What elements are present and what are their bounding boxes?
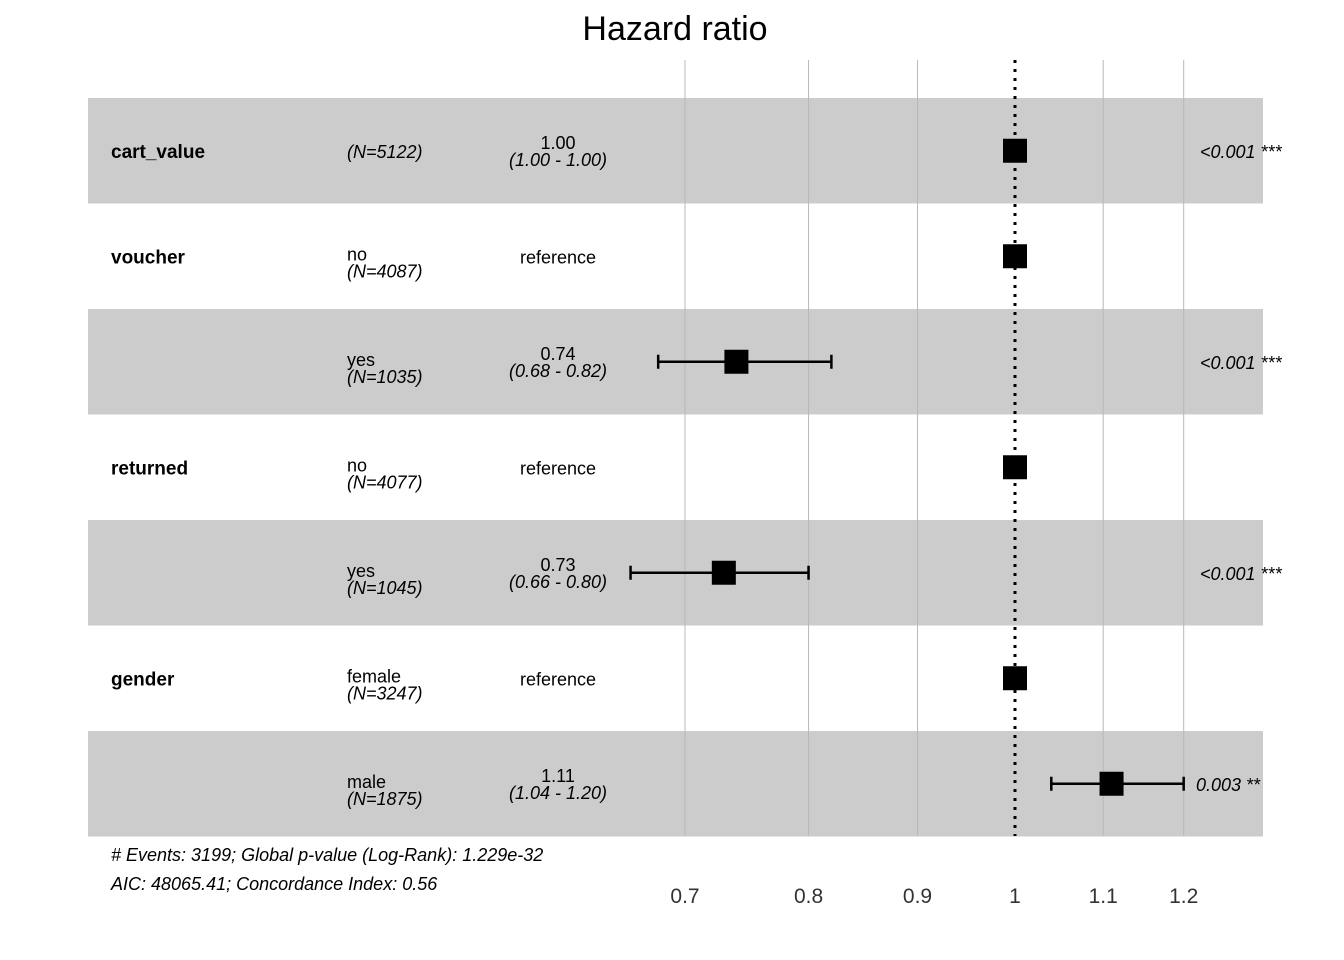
x-tick-label: 1.1	[1089, 885, 1118, 908]
estimate-label: reference	[520, 669, 596, 689]
x-axis-tick-labels: 0.7 0.8 0.9 1 1.1 1.2	[670, 885, 1198, 908]
n-label: (N=1045)	[347, 578, 423, 598]
forest-row: yes(N=1035) 0.74(0.68 - 0.82) <0.001 ***	[347, 344, 1283, 387]
x-tick-label: 1.2	[1169, 885, 1198, 908]
n-label: (N=5122)	[347, 142, 423, 162]
point-estimate	[724, 349, 749, 374]
row-bands	[88, 98, 1263, 837]
variable-label: returned	[111, 458, 188, 479]
point-estimate	[711, 560, 736, 585]
n-label: (N=1875)	[347, 789, 423, 809]
estimate-label: 0.74	[540, 344, 575, 364]
estimate-label: 0.73	[540, 555, 575, 575]
forest-row: gender female(N=3247) reference	[111, 666, 1027, 703]
p-value-label: <0.001 ***	[1200, 353, 1283, 373]
forest-row: voucher no(N=4087) reference	[111, 244, 1027, 281]
x-tick-label: 1	[1009, 885, 1021, 908]
x-tick-label: 0.7	[670, 885, 699, 908]
forest-rows: cart_value (N=5122) 1.00(1.00 - 1.00) <0.00…	[111, 133, 1283, 809]
point-estimate	[1003, 455, 1027, 480]
n-label: (N=3247)	[347, 683, 423, 703]
footnote-aic: AIC: 48065.41; Concordance Index: 0.56	[110, 874, 438, 894]
forest-row: returned no(N=4077) reference	[111, 455, 1027, 492]
p-value-label: 0.003 **	[1196, 775, 1261, 795]
level-label: no	[347, 455, 367, 475]
row-band	[88, 98, 1263, 204]
ci-label: (1.00 - 1.00)	[509, 150, 607, 170]
variable-label: cart_value	[111, 142, 205, 163]
chart-title: Hazard ratio	[582, 10, 767, 48]
level-label: yes	[347, 561, 375, 581]
forest-row: cart_value (N=5122) 1.00(1.00 - 1.00) <0.00…	[111, 133, 1283, 170]
level-label: yes	[347, 350, 375, 370]
forest-row: male(N=1875) 1.11(1.04 - 1.20) 0.003 **	[347, 766, 1261, 809]
ci-label: (0.68 - 0.82)	[509, 361, 607, 381]
x-tick-label: 0.9	[903, 885, 932, 908]
point-estimate	[1099, 771, 1124, 796]
point-estimate	[1003, 138, 1027, 163]
level-label: male	[347, 772, 386, 792]
ci-label: (0.66 - 0.80)	[509, 572, 607, 592]
variable-label: gender	[111, 669, 175, 690]
forest-row: yes(N=1045) 0.73(0.66 - 0.80) <0.001 ***	[347, 555, 1283, 598]
x-tick-label: 0.8	[794, 885, 823, 908]
point-estimate	[1003, 666, 1027, 691]
variable-label: voucher	[111, 247, 186, 268]
n-label: (N=1035)	[347, 367, 423, 387]
level-label: female	[347, 666, 401, 686]
grid-lines	[684, 60, 1185, 836]
ci-label: (1.04 - 1.20)	[509, 783, 607, 803]
point-estimate	[1003, 244, 1027, 269]
footnote-events: # Events: 3199; Global p-value (Log-Rank…	[111, 845, 543, 865]
p-value-label: <0.001 ***	[1200, 564, 1283, 584]
estimate-label: 1.00	[540, 133, 575, 153]
estimate-label: reference	[520, 458, 596, 478]
n-label: (N=4087)	[347, 261, 423, 281]
p-value-label: <0.001 ***	[1200, 142, 1283, 162]
level-label: no	[347, 244, 367, 264]
n-label: (N=4077)	[347, 472, 423, 492]
estimate-label: reference	[520, 247, 596, 267]
estimate-label: 1.11	[541, 766, 575, 786]
